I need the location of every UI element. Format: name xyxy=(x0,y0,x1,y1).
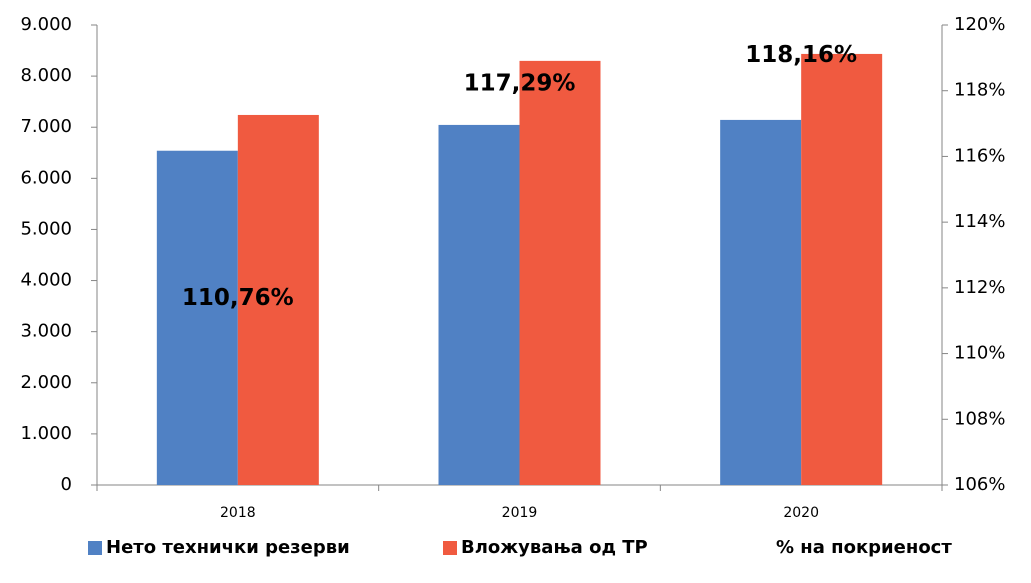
y-tick-label: 5.000 xyxy=(20,218,72,239)
y-tick-label: 4.000 xyxy=(20,270,72,291)
y-tick-label: 6.000 xyxy=(20,167,72,188)
y2-tick-label: 112% xyxy=(954,277,1005,298)
x-tick-label: 2020 xyxy=(783,505,819,521)
y-tick-label: 7.000 xyxy=(20,116,72,137)
y-tick-label: 1.000 xyxy=(20,423,72,444)
legend-swatch xyxy=(443,541,457,555)
data-label: 110,76% xyxy=(182,285,294,311)
legend-label: Вложувања од ТР xyxy=(461,537,648,558)
data-label: 118,16% xyxy=(745,42,857,68)
bar xyxy=(438,124,520,485)
bar xyxy=(801,53,883,485)
y-tick-label: 9.000 xyxy=(20,14,72,35)
y2-tick-label: 114% xyxy=(954,211,1005,232)
y2-tick-label: 110% xyxy=(954,343,1005,364)
legend-label: Нето технички резерви xyxy=(106,537,350,558)
y2-tick-label: 106% xyxy=(954,474,1005,495)
bar xyxy=(237,114,319,485)
y-tick-label: 2.000 xyxy=(20,372,72,393)
data-label: 117,29% xyxy=(464,71,576,97)
y-tick-label: 8.000 xyxy=(20,65,72,86)
x-tick-label: 2018 xyxy=(220,505,256,521)
bar xyxy=(519,60,601,485)
legend-swatch xyxy=(88,541,102,555)
y-tick-label: 0 xyxy=(61,474,72,495)
y2-tick-label: 108% xyxy=(954,408,1005,429)
legend-label: % на покриеност xyxy=(776,537,952,558)
y2-tick-label: 116% xyxy=(954,145,1005,166)
y-tick-label: 3.000 xyxy=(20,321,72,342)
bar xyxy=(156,150,238,485)
x-tick-label: 2019 xyxy=(502,505,538,521)
y2-tick-label: 118% xyxy=(954,80,1005,101)
bar xyxy=(720,119,802,485)
y2-tick-label: 120% xyxy=(954,14,1005,35)
